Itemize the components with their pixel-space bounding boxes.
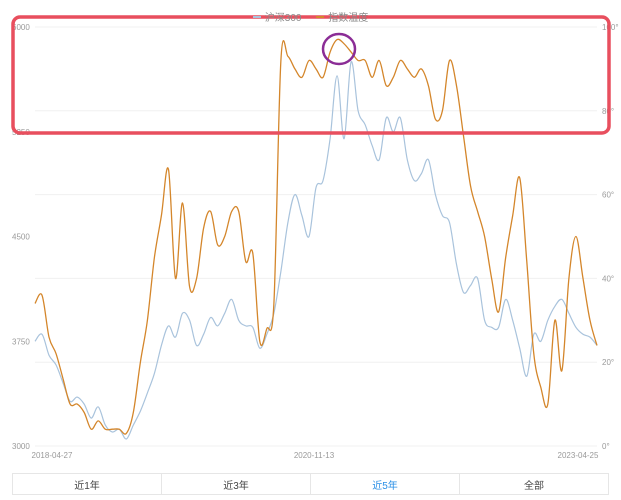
range-tabs: 近1年 近3年 近5年 全部 — [12, 473, 609, 495]
highlight-circle — [321, 32, 357, 66]
series-temperature-line — [34, 38, 598, 435]
right-tick-label: 60° — [602, 191, 614, 200]
left-tick-label: 4500 — [12, 233, 30, 242]
tab-1y[interactable]: 近1年 — [13, 474, 162, 494]
legend-item-hs300[interactable]: 沪深300 — [252, 9, 302, 24]
x-tick-label: 2020-11-13 — [294, 451, 335, 460]
tab-5y[interactable]: 近5年 — [311, 474, 460, 494]
right-tick-label: 40° — [602, 274, 614, 283]
tab-3y[interactable]: 近3年 — [162, 474, 311, 494]
chart-grid — [35, 26, 597, 447]
right-tick-label: 0° — [602, 442, 610, 451]
highlight-rectangle — [11, 15, 611, 135]
legend-swatch-hs300 — [252, 15, 261, 18]
left-tick-label: 3750 — [12, 337, 30, 346]
chart-legend: 沪深300 指数温度 — [0, 9, 621, 24]
tab-all[interactable]: 全部 — [524, 480, 544, 492]
right-tick-label: 20° — [602, 358, 614, 367]
x-tick-label: 2023-04-25 — [558, 451, 599, 460]
legend-label-hs300: 沪深300 — [264, 13, 302, 24]
legend-swatch-temperature — [316, 15, 325, 18]
x-tick-label: 2018-04-27 — [32, 451, 73, 460]
legend-label-temperature: 指数温度 — [328, 13, 369, 24]
series-hs300-line — [34, 61, 598, 440]
left-tick-label: 3000 — [12, 442, 30, 451]
left-tick-label: 6000 — [12, 23, 30, 32]
legend-item-temperature[interactable]: 指数温度 — [316, 9, 368, 24]
x-axis-ticks: 2018-04-27 2020-11-13 2023-04-25 — [32, 451, 599, 460]
